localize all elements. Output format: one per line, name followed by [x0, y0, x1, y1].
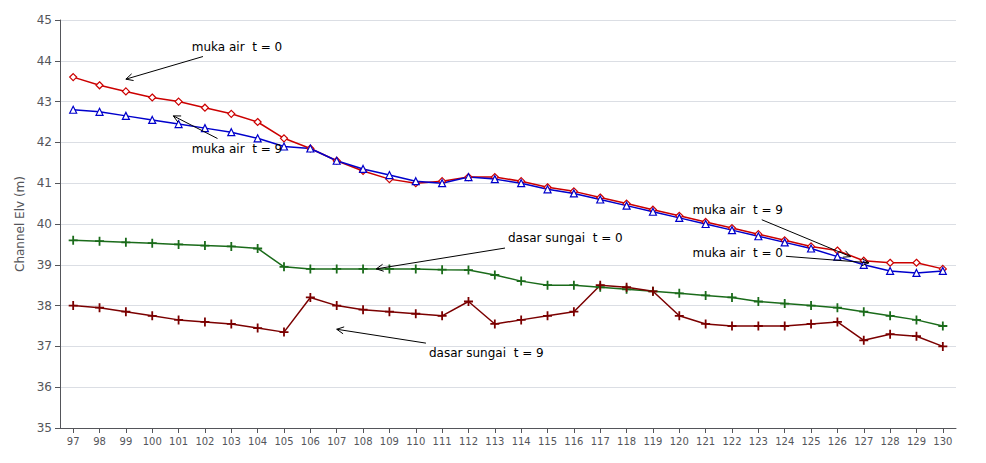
svg-text:120: 120	[670, 436, 689, 447]
svg-text:muka air t = 9: muka air t = 9	[192, 142, 282, 156]
svg-text:115: 115	[538, 436, 557, 447]
svg-text:125: 125	[802, 436, 821, 447]
svg-text:40: 40	[37, 217, 52, 231]
svg-text:109: 109	[380, 436, 399, 447]
svg-text:128: 128	[881, 436, 900, 447]
svg-text:113: 113	[485, 436, 504, 447]
svg-text:43: 43	[37, 95, 52, 109]
svg-text:126: 126	[828, 436, 847, 447]
svg-text:102: 102	[195, 436, 214, 447]
svg-text:36: 36	[37, 380, 52, 394]
svg-text:130: 130	[933, 436, 952, 447]
svg-text:127: 127	[854, 436, 873, 447]
svg-text:111: 111	[433, 436, 452, 447]
svg-text:98: 98	[93, 436, 106, 447]
svg-text:101: 101	[169, 436, 188, 447]
svg-text:123: 123	[749, 436, 768, 447]
svg-text:114: 114	[512, 436, 531, 447]
svg-text:97: 97	[67, 436, 80, 447]
svg-text:119: 119	[643, 436, 662, 447]
svg-text:106: 106	[301, 436, 320, 447]
svg-text:108: 108	[354, 436, 373, 447]
svg-text:103: 103	[222, 436, 241, 447]
svg-text:116: 116	[564, 436, 583, 447]
svg-text:104: 104	[248, 436, 267, 447]
svg-text:44: 44	[37, 54, 52, 68]
svg-text:99: 99	[120, 436, 133, 447]
svg-text:105: 105	[274, 436, 293, 447]
svg-text:38: 38	[37, 299, 52, 313]
svg-text:110: 110	[406, 436, 425, 447]
svg-text:122: 122	[722, 436, 741, 447]
svg-text:Channel Elv (m): Channel Elv (m)	[13, 176, 27, 272]
svg-text:muka air t = 0: muka air t = 0	[192, 40, 282, 54]
svg-text:muka air t = 9: muka air t = 9	[692, 203, 782, 217]
svg-text:129: 129	[907, 436, 926, 447]
svg-text:121: 121	[696, 436, 715, 447]
svg-text:dasar sungai t = 0: dasar sungai t = 0	[508, 231, 623, 245]
svg-text:117: 117	[591, 436, 610, 447]
svg-text:39: 39	[37, 258, 52, 272]
svg-text:45: 45	[37, 13, 52, 27]
svg-text:muka air t = 0: muka air t = 0	[692, 246, 782, 260]
svg-text:dasar sungai t = 9: dasar sungai t = 9	[429, 346, 544, 360]
svg-text:118: 118	[617, 436, 636, 447]
svg-text:124: 124	[775, 436, 794, 447]
svg-text:100: 100	[143, 436, 162, 447]
svg-text:42: 42	[37, 135, 52, 149]
svg-text:35: 35	[37, 421, 52, 435]
svg-text:107: 107	[327, 436, 346, 447]
svg-text:112: 112	[459, 436, 478, 447]
svg-text:37: 37	[37, 339, 52, 353]
svg-text:41: 41	[37, 176, 52, 190]
